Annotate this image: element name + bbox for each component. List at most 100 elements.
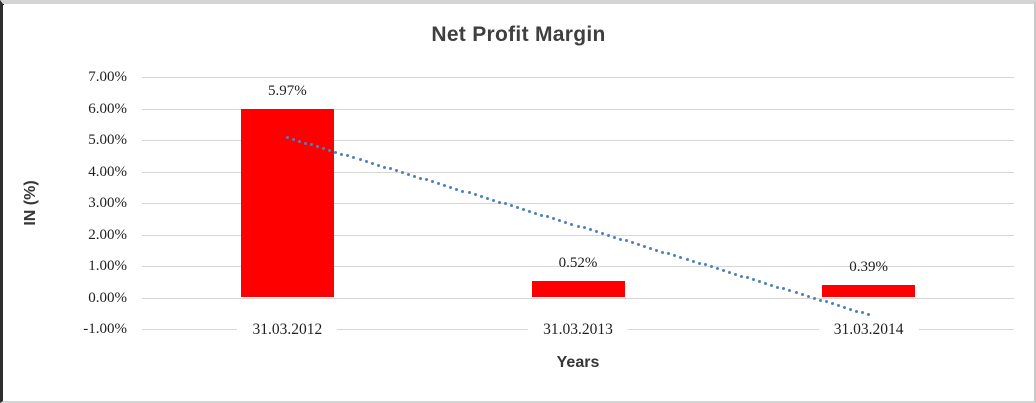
trendline-dot (461, 189, 465, 193)
trendline-dot (491, 198, 495, 202)
bar-31.03.2014 (822, 285, 916, 298)
trendline-dot (328, 148, 332, 152)
trendline-dot (285, 135, 289, 139)
trendline-dot (806, 294, 810, 298)
trendline-dot (394, 169, 398, 173)
trendline-dot (600, 232, 604, 236)
trendline-dot (727, 270, 731, 274)
bar-31.03.2013 (531, 281, 625, 298)
y-axis-tick-label: 2.00% (88, 226, 127, 243)
trendline-dot (582, 226, 586, 230)
trendline-dot (685, 257, 689, 261)
trendline-dot (364, 159, 368, 163)
x-axis-title: Years (556, 354, 600, 371)
trendline-dot (334, 150, 338, 154)
trendline-dot (800, 293, 804, 296)
trendline-dot (721, 268, 725, 272)
trendline-dot (758, 280, 762, 284)
bar-value-label: 5.97% (267, 83, 307, 100)
trendline-dot (849, 307, 852, 311)
x-category-label: 31.03.2014 (818, 321, 919, 339)
trendline-dot (322, 147, 326, 151)
trendline-dot (715, 267, 719, 271)
trendline-dot (709, 265, 713, 269)
trendline-dot (776, 285, 780, 289)
trendline-dot (691, 259, 695, 263)
trendline-dot (316, 145, 320, 149)
y-axis-tick-label: 7.00% (88, 69, 127, 85)
trendline-dot (782, 287, 786, 291)
window-corner (3, 4, 4, 5)
trendline-dot (788, 289, 792, 293)
trendline-dot (830, 302, 834, 306)
bar-31.03.2012 (240, 109, 334, 298)
trendline-dot (812, 296, 816, 300)
gridline (142, 77, 1014, 78)
trendline-dot (661, 250, 665, 254)
trendline-dot (746, 276, 750, 280)
y-axis-tick-label: 1.00% (88, 258, 127, 274)
trendline-dot (703, 263, 707, 267)
trendline-dot (443, 184, 447, 187)
trendline-dot (310, 143, 314, 147)
y-axis-tick-label: 4.00% (88, 163, 127, 180)
trendline-dot (297, 139, 301, 143)
trendline-dot (624, 239, 628, 243)
trendline-dot (425, 178, 429, 182)
gridline (142, 234, 1014, 236)
y-axis-tick-label: 0.00% (88, 289, 127, 306)
trendline-dot (485, 196, 489, 200)
trendline-dot (388, 167, 392, 171)
trendline-dot (546, 215, 550, 219)
trendline-dot (649, 246, 653, 250)
trendline-dot (631, 241, 634, 245)
gridline (142, 266, 1014, 267)
trendline-dot (358, 158, 362, 162)
y-axis-tick-label: 3.00% (88, 195, 127, 211)
trendline-dot (340, 152, 344, 156)
trendline-dot (291, 137, 295, 141)
trendline-dot (655, 248, 659, 252)
trendline-dot (842, 305, 846, 309)
trendline-dot (818, 298, 822, 302)
trendline-dot (867, 313, 871, 317)
trendline-dot (431, 180, 435, 184)
trendline-dot (637, 243, 641, 247)
trendline-dot (618, 237, 622, 241)
bar-value-label: 0.39% (849, 259, 889, 276)
trendline-dot (419, 176, 423, 180)
y-axis-tick-label: 6.00% (88, 100, 127, 117)
trendline-dot (473, 193, 477, 197)
trendline-dot (528, 209, 532, 213)
trendline-dot (794, 291, 798, 295)
trendline-dot (667, 252, 671, 256)
trendline-dot (770, 283, 774, 287)
trendline-dot (467, 191, 471, 195)
trendline-dot (824, 300, 828, 304)
gridline (142, 108, 1014, 110)
trendline-dot (606, 233, 610, 237)
trendline-dot (855, 309, 859, 313)
trendline-dot (376, 163, 380, 167)
trendline-dot (570, 222, 574, 226)
trendline-dot (643, 244, 647, 248)
trendline-dot (764, 281, 768, 285)
trendline-dot (558, 219, 562, 223)
trendline-dot (479, 195, 483, 199)
trendline-dot (836, 304, 840, 308)
trendline-dot (740, 274, 743, 278)
y-axis-tick-label: -1.00% (83, 321, 127, 337)
y-axis-tick-label: 5.00% (88, 132, 127, 148)
trendline-dot (594, 230, 598, 234)
trendline-dot (588, 228, 592, 232)
trendline-dot (413, 174, 416, 178)
trendline-dot (697, 261, 701, 265)
trendline-dot (861, 311, 865, 315)
bar-value-label: 0.52% (558, 255, 598, 272)
trendline-dot (679, 256, 683, 260)
trendline-dot (370, 161, 374, 165)
trendline-dot (400, 171, 404, 175)
chart-title: Net Profit Margin (431, 23, 606, 46)
trendline-dot (673, 254, 677, 258)
